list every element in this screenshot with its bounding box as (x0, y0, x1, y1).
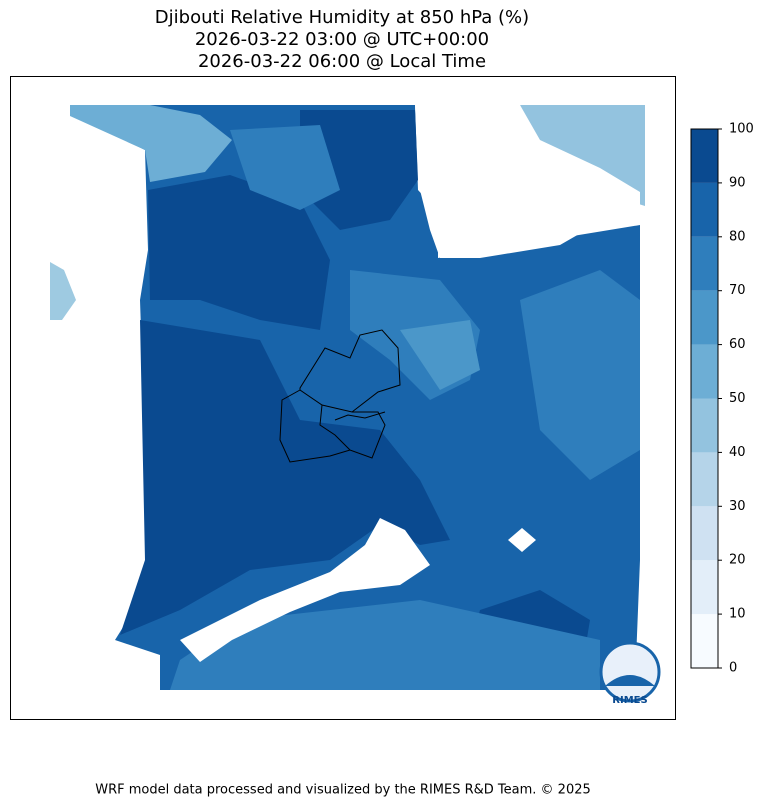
title-line: 2026-03-22 06:00 @ Local Time (198, 51, 486, 72)
field (148, 175, 330, 330)
field (70, 105, 232, 182)
colorbar-segment (691, 506, 718, 561)
colorbar-tick-label: 10 (729, 607, 746, 622)
map: RIMES (10, 76, 676, 720)
field (120, 320, 450, 635)
colorbar-tick-label: 30 (729, 499, 746, 514)
colorbar-segment (691, 560, 718, 615)
field-gap (40, 120, 48, 136)
colorbar-tick-label: 90 (729, 175, 746, 190)
colorbar-tick-label: 60 (729, 337, 746, 352)
colorbar-segment (691, 344, 718, 399)
colorbar-segment (691, 290, 718, 345)
field (50, 262, 76, 320)
colorbar-tick-label: 50 (729, 391, 746, 406)
field (170, 600, 600, 690)
borders (279, 329, 401, 463)
field (230, 125, 340, 210)
field (520, 270, 640, 480)
footer: WRF model data processed and visualized … (95, 783, 591, 798)
colorbar: 0 10 20 30 40 50 60 70 80 90 100 (690, 122, 754, 676)
title-line: Djibouti Relative Humidity at 850 hPa (%… (155, 7, 529, 28)
colorbar-tick-label: 80 (729, 229, 746, 244)
field-gap (180, 518, 430, 662)
field-gap (508, 528, 536, 552)
title-line: 2026-03-22 03:00 @ UTC+00:00 (195, 29, 489, 50)
field (300, 110, 418, 230)
colorbar-tick-label: 20 (729, 553, 746, 568)
logo: RIMES (599, 641, 661, 706)
colorbar-segment (691, 182, 718, 237)
colorbar-segment (691, 129, 718, 183)
field (400, 320, 480, 390)
colorbar-segment (691, 452, 718, 507)
colorbar-tick-label: 70 (729, 283, 746, 298)
colorbar-segment (691, 614, 718, 668)
colorbar-tick-label: 100 (729, 122, 754, 137)
field-gap (415, 105, 640, 258)
colorbar-tick-label: 0 (729, 661, 737, 676)
colorbar-segment (691, 398, 718, 453)
colorbar-segment (691, 236, 718, 291)
colorbar-tick-label: 40 (729, 445, 746, 460)
logo-text: RIMES (612, 695, 647, 706)
